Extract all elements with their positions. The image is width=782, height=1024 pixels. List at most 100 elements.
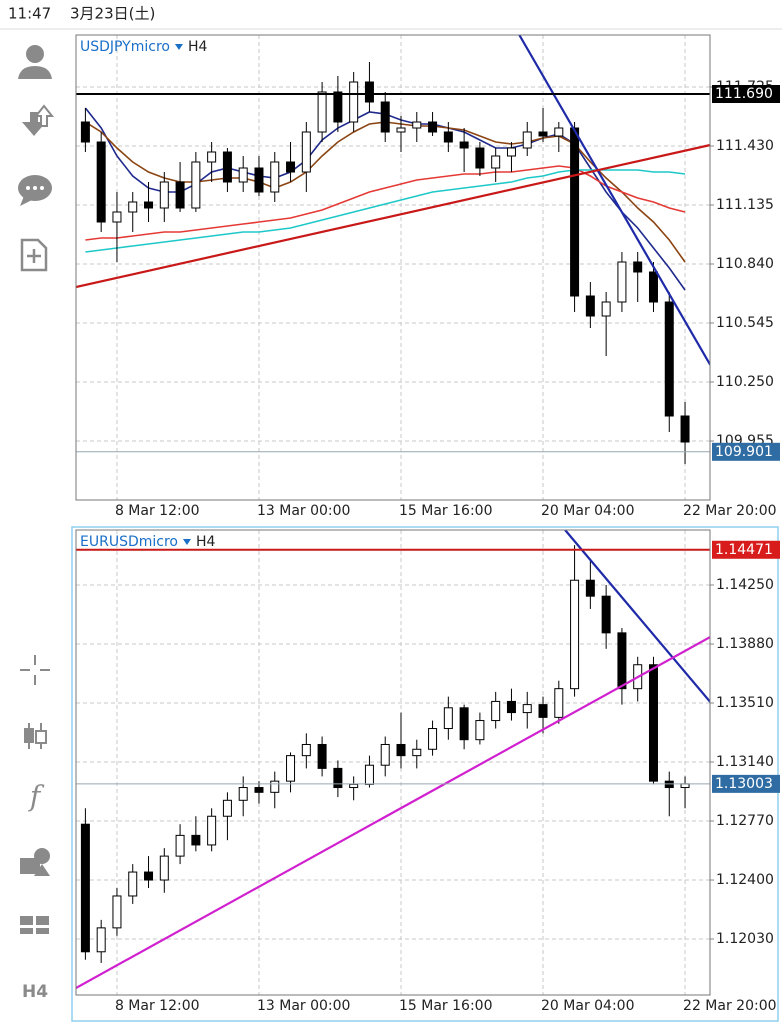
candle-body (585, 579, 595, 597)
candle-body (207, 815, 217, 846)
timeframe: H4 (188, 39, 208, 55)
candle-body (254, 167, 264, 193)
y-tick-label: 1.12400 (716, 872, 774, 888)
x-tick-label: 22 Mar 20:00 (683, 503, 776, 519)
candle-body (270, 780, 280, 793)
x-tick-label: 15 Mar 16:00 (399, 503, 492, 519)
x-tick-label: 22 Mar 20:00 (683, 998, 776, 1014)
price-box-label: 1.14471 (715, 542, 773, 558)
candle-body (128, 871, 138, 897)
candle-body (585, 295, 595, 317)
symbol-dropdown[interactable] (182, 539, 191, 545)
price-box (712, 540, 780, 559)
candle-body (633, 261, 643, 273)
crosshair-icon[interactable] (20, 655, 50, 685)
price-box (712, 442, 780, 461)
candle-body (270, 161, 280, 193)
candle-body (96, 927, 106, 953)
candle-body (222, 799, 232, 817)
symbol-dropdown[interactable] (174, 44, 183, 50)
trendline (518, 35, 710, 366)
candle-body (522, 131, 532, 149)
candle-body (349, 81, 359, 123)
status-time: 11:47 (8, 5, 51, 23)
moving-average (85, 169, 686, 253)
candle-body (175, 181, 185, 209)
candle-body (286, 755, 296, 782)
candle-body (317, 743, 327, 769)
candle-body (680, 415, 690, 443)
candle-body (475, 720, 485, 741)
layout-icon[interactable] (20, 916, 49, 934)
objects-icon[interactable] (20, 848, 50, 876)
y-tick-label: 111.135 (716, 197, 774, 213)
candle-body (506, 700, 516, 714)
sidebar-timeframe[interactable]: H4 (22, 982, 48, 1002)
account-icon[interactable] (18, 45, 52, 79)
candle-body (680, 783, 690, 789)
candle-body (648, 271, 658, 303)
candle-body (333, 91, 343, 123)
candle-body (522, 704, 532, 714)
candle-body (349, 783, 359, 789)
x-tick-label: 8 Mar 12:00 (115, 998, 200, 1014)
y-tick-label: 110.250 (716, 374, 774, 390)
candle-body (380, 743, 390, 766)
candle-icon[interactable] (24, 723, 47, 749)
candle-body (254, 787, 264, 793)
candle-body (238, 167, 248, 183)
y-tick-label: 1.13140 (716, 754, 774, 770)
candle-body (364, 764, 374, 785)
plot (76, 530, 710, 995)
x-tick-label: 8 Mar 12:00 (115, 503, 200, 519)
trendline (76, 636, 710, 989)
candle-body (159, 855, 169, 881)
y-tick-label: 1.14250 (716, 577, 774, 593)
candle-body (175, 834, 185, 857)
candle-body (617, 261, 627, 303)
candle-body (333, 767, 343, 789)
new-icon[interactable] (20, 238, 48, 272)
candle-body (112, 895, 122, 929)
x-tick-label: 13 Mar 00:00 (257, 998, 350, 1014)
candle-body (301, 743, 311, 757)
candle-body (538, 131, 548, 137)
candle-body (112, 211, 122, 223)
candle-body (554, 127, 564, 137)
candle-body (80, 121, 90, 143)
y-tick-label: 110.840 (716, 256, 774, 272)
symbol: EURUSDmicro (80, 534, 178, 550)
price-box-label: 111.690 (715, 86, 773, 102)
trendline (564, 530, 710, 703)
candle-body (364, 81, 374, 103)
y-tick-label: 1.13880 (716, 636, 774, 652)
candle-body (459, 707, 469, 741)
plot-frame (75, 529, 711, 996)
candle-body (207, 151, 217, 163)
candle-body (96, 141, 106, 223)
candle-body (506, 147, 516, 157)
candle-body (475, 147, 485, 169)
candle-body (191, 834, 201, 846)
candle-body (443, 131, 453, 143)
chat-icon[interactable] (18, 175, 52, 206)
active-chart-frame (71, 526, 779, 1022)
candle-body (443, 707, 453, 730)
candle-body (191, 161, 201, 209)
y-tick-label: 1.13510 (716, 695, 774, 711)
candle-body (128, 201, 138, 213)
candle-body (380, 101, 390, 133)
candle-body (664, 301, 674, 417)
candle-body (538, 704, 548, 718)
candle-body (570, 579, 580, 690)
candle-body (459, 141, 469, 149)
trade-icon[interactable] (22, 104, 55, 136)
candle-body (396, 127, 406, 133)
price-box-label: 1.13003 (715, 776, 773, 792)
x-tick-label: 20 Mar 04:00 (541, 998, 634, 1014)
candle-body (412, 121, 422, 129)
plot (76, 35, 710, 500)
candle-body (412, 748, 422, 757)
